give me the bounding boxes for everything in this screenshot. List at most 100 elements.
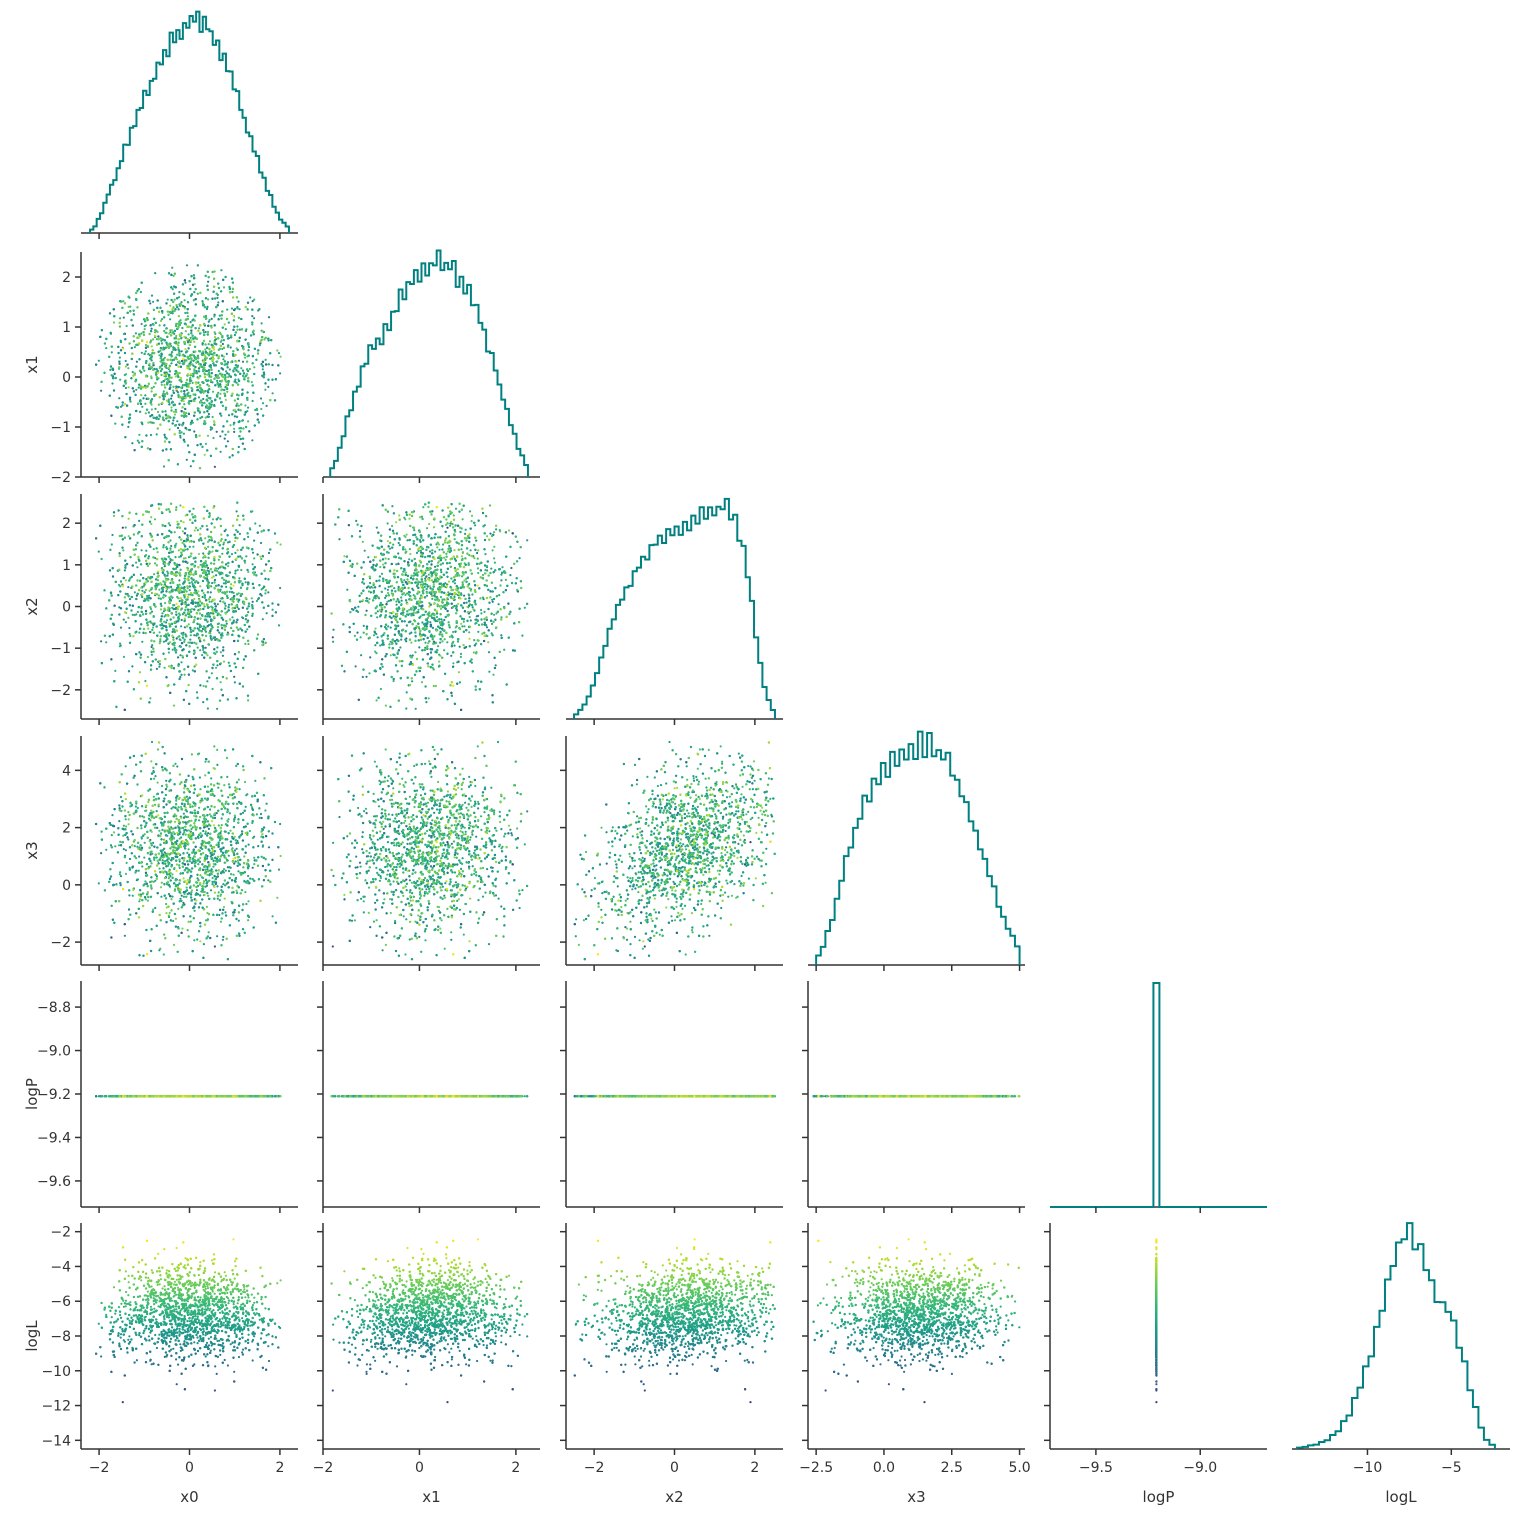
scatter-point [228, 286, 230, 288]
scatter-point [201, 404, 203, 406]
scatter-point [206, 306, 208, 308]
scatter-point [176, 420, 178, 422]
scatter-point [262, 361, 264, 363]
scatter-point [156, 368, 158, 370]
scatter-point [208, 369, 210, 371]
scatter-point [211, 318, 213, 320]
scatter-point [157, 335, 159, 337]
scatter-point [142, 397, 144, 399]
scatter-point [274, 399, 276, 401]
scatter-point [265, 363, 267, 365]
scatter-point [184, 279, 186, 281]
scatter-point [244, 448, 246, 450]
scatter-point [235, 369, 237, 371]
scatter-point [198, 396, 200, 398]
scatter-point [179, 430, 181, 432]
scatter-point [121, 404, 123, 406]
scatter-point [130, 377, 132, 379]
scatter-point [239, 373, 241, 375]
scatter-point [170, 362, 172, 364]
scatter-point [268, 316, 270, 318]
scatter-point [217, 304, 219, 306]
scatter-point [175, 364, 177, 366]
scatter-point [160, 347, 162, 349]
scatter-point [158, 418, 160, 420]
scatter-point [242, 361, 244, 363]
scatter-point [271, 379, 273, 381]
scatter-point [220, 451, 222, 453]
scatter-point [216, 297, 218, 299]
scatter-point [152, 364, 154, 366]
scatter-point [241, 389, 243, 391]
scatter-point [264, 382, 266, 384]
scatter-point [149, 302, 151, 304]
scatter-point [144, 353, 146, 355]
scatter-point [145, 360, 147, 362]
scatter-point [98, 360, 100, 362]
scatter-point [202, 342, 204, 344]
scatter-point [222, 425, 224, 427]
scatter-point [124, 338, 126, 340]
scatter-point [269, 352, 271, 354]
scatter-point [271, 364, 273, 366]
scatter-point [217, 301, 219, 303]
scatter-point [186, 459, 188, 461]
scatter-point [117, 346, 119, 348]
scatter-point [186, 264, 188, 266]
scatter-point [209, 358, 211, 360]
scatter-point [170, 398, 172, 400]
scatter-point [238, 435, 240, 437]
scatter-point [122, 401, 124, 403]
scatter-point [111, 382, 113, 384]
scatter-point [156, 307, 158, 309]
scatter-point [132, 371, 134, 373]
scatter-point [229, 368, 231, 370]
scatter-point [178, 308, 180, 310]
scatter-point [199, 390, 201, 392]
scatter-point [262, 402, 264, 404]
scatter-point [117, 407, 119, 409]
scatter-point [234, 415, 236, 417]
scatter-point [181, 327, 183, 329]
scatter-point [164, 434, 166, 436]
scatter-point [129, 414, 131, 416]
scatter-point [180, 366, 182, 368]
scatter-point [257, 419, 259, 421]
scatter-point [156, 433, 158, 435]
scatter-point [120, 349, 122, 351]
scatter-point [227, 338, 229, 340]
panel-x0-x0 [81, 12, 298, 233]
scatter-point [206, 395, 208, 397]
scatter-point [138, 358, 140, 360]
scatter-point [178, 291, 180, 293]
scatter-point [178, 424, 180, 426]
scatter-point [275, 378, 277, 380]
scatter-point [200, 443, 202, 445]
scatter-point [202, 398, 204, 400]
scatter-point [228, 414, 230, 416]
scatter-point [234, 308, 236, 310]
scatter-point [227, 361, 229, 363]
scatter-point [140, 291, 142, 293]
scatter-point [181, 360, 183, 362]
scatter-point [109, 395, 111, 397]
scatter-point [262, 365, 264, 367]
scatter-point [183, 433, 185, 435]
scatter-point [165, 448, 167, 450]
scatter-point [169, 386, 171, 388]
scatter-point [141, 406, 143, 408]
scatter-point [235, 411, 237, 413]
scatter-point [225, 276, 227, 278]
scatter-point [169, 370, 171, 372]
scatter-point [188, 413, 190, 415]
scatter-point [172, 422, 174, 424]
scatter-point [206, 347, 208, 349]
scatter-point [162, 449, 164, 451]
scatter-point [195, 370, 197, 372]
scatter-point [219, 435, 221, 437]
scatter-point [198, 367, 200, 369]
scatter-point [135, 410, 137, 412]
scatter-point [113, 389, 115, 391]
scatter-point [220, 290, 222, 292]
scatter-point [204, 364, 206, 366]
